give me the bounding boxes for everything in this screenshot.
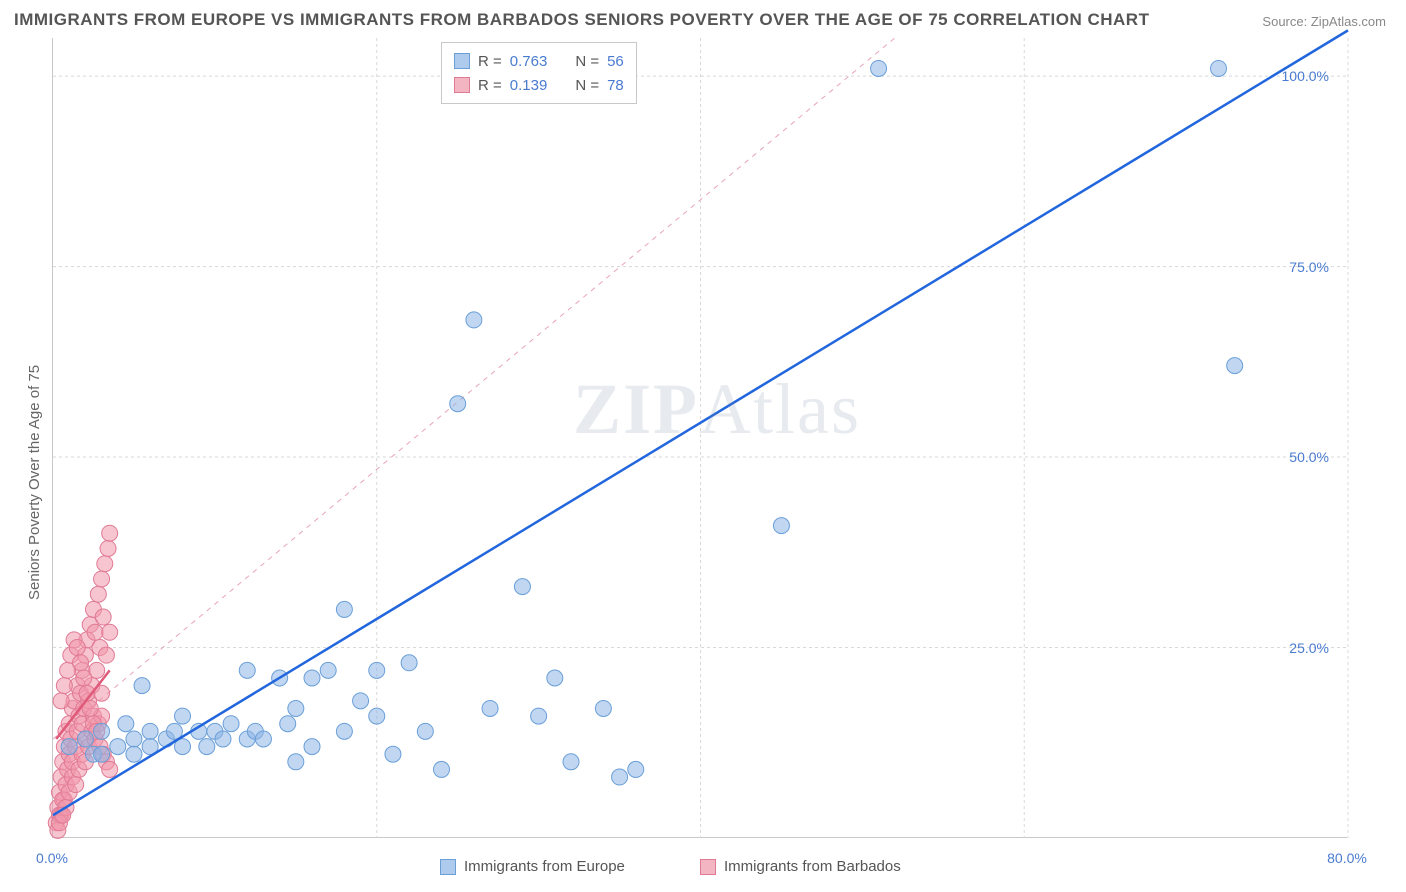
data-point-europe (94, 746, 110, 762)
data-point-europe (466, 312, 482, 328)
r-value-europe: 0.763 (510, 53, 548, 70)
data-point-barbados (53, 693, 69, 709)
source-label: Source: (1262, 14, 1307, 29)
bottom-legend-barbados: Immigrants from Barbados (700, 858, 901, 875)
data-point-europe (482, 700, 498, 716)
r-label: R = (478, 77, 502, 94)
data-point-europe (563, 754, 579, 770)
data-point-barbados (76, 670, 92, 686)
y-tick-label: 100.0% (1282, 68, 1329, 84)
data-point-europe (353, 693, 369, 709)
data-point-europe (531, 708, 547, 724)
data-point-europe (288, 700, 304, 716)
swatch-barbados-icon (700, 859, 716, 875)
data-point-europe (514, 579, 530, 595)
data-point-europe (215, 731, 231, 747)
data-point-europe (595, 700, 611, 716)
data-point-europe (871, 60, 887, 76)
data-point-barbados (102, 761, 118, 777)
data-point-europe (628, 761, 644, 777)
data-point-barbados (98, 647, 114, 663)
data-point-europe (385, 746, 401, 762)
y-axis-title: Seniors Poverty Over the Age of 75 (26, 365, 43, 600)
data-point-europe (773, 518, 789, 534)
n-value-europe: 56 (607, 53, 624, 70)
data-point-europe (320, 662, 336, 678)
x-tick-label: 80.0% (1327, 850, 1367, 866)
n-label: N = (575, 77, 599, 94)
source-value: ZipAtlas.com (1311, 14, 1386, 29)
y-tick-label: 25.0% (1289, 640, 1329, 656)
data-point-europe (417, 723, 433, 739)
swatch-europe-icon (440, 859, 456, 875)
data-point-europe (77, 731, 93, 747)
data-point-europe (134, 678, 150, 694)
data-point-barbados (95, 609, 111, 625)
data-point-europe (547, 670, 563, 686)
data-point-europe (450, 396, 466, 412)
data-point-europe (288, 754, 304, 770)
swatch-europe-icon (454, 53, 470, 69)
chart-title: IMMIGRANTS FROM EUROPE VS IMMIGRANTS FRO… (14, 10, 1149, 30)
data-point-barbados (102, 525, 118, 541)
data-point-europe (175, 708, 191, 724)
data-point-barbados (102, 624, 118, 640)
data-point-europe (304, 739, 320, 755)
source-attribution: Source: ZipAtlas.com (1262, 14, 1386, 29)
y-tick-label: 75.0% (1289, 259, 1329, 275)
data-point-barbados (69, 640, 85, 656)
data-point-europe (61, 739, 77, 755)
data-point-barbados (90, 586, 106, 602)
y-tick-label: 50.0% (1289, 449, 1329, 465)
data-point-europe (239, 662, 255, 678)
data-point-europe (434, 761, 450, 777)
data-point-barbados (100, 540, 116, 556)
data-point-europe (612, 769, 628, 785)
data-point-europe (369, 662, 385, 678)
x-tick-label: 0.0% (36, 850, 68, 866)
data-point-europe (280, 716, 296, 732)
data-point-europe (1211, 60, 1227, 76)
data-point-europe (110, 739, 126, 755)
legend-label-barbados: Immigrants from Barbados (724, 858, 901, 875)
plot-svg (53, 38, 1347, 837)
data-point-europe (126, 746, 142, 762)
chart-container: IMMIGRANTS FROM EUROPE VS IMMIGRANTS FRO… (0, 0, 1406, 892)
trendline-barbados-dashed (53, 38, 895, 739)
data-point-europe (304, 670, 320, 686)
data-point-europe (142, 723, 158, 739)
data-point-europe (336, 723, 352, 739)
data-point-europe (199, 739, 215, 755)
plot-area: ZIPAtlas R = 0.763 N = 56 R = 0.139 N = … (52, 38, 1347, 838)
stats-row-barbados: R = 0.139 N = 78 (454, 73, 624, 97)
data-point-europe (1227, 358, 1243, 374)
data-point-barbados (73, 655, 89, 671)
r-label: R = (478, 53, 502, 70)
bottom-legend-europe: Immigrants from Europe (440, 858, 625, 875)
n-value-barbados: 78 (607, 77, 624, 94)
data-point-europe (336, 601, 352, 617)
swatch-barbados-icon (454, 77, 470, 93)
data-point-europe (118, 716, 134, 732)
stats-row-europe: R = 0.763 N = 56 (454, 49, 624, 73)
data-point-barbados (94, 571, 110, 587)
r-value-barbados: 0.139 (510, 77, 548, 94)
data-point-europe (94, 723, 110, 739)
data-point-barbados (68, 777, 84, 793)
data-point-europe (126, 731, 142, 747)
n-label: N = (575, 53, 599, 70)
data-point-europe (401, 655, 417, 671)
data-point-europe (255, 731, 271, 747)
legend-label-europe: Immigrants from Europe (464, 858, 625, 875)
data-point-barbados (87, 624, 103, 640)
data-point-barbados (56, 678, 72, 694)
data-point-europe (369, 708, 385, 724)
stats-legend: R = 0.763 N = 56 R = 0.139 N = 78 (441, 42, 637, 104)
data-point-barbados (97, 556, 113, 572)
data-point-europe (223, 716, 239, 732)
